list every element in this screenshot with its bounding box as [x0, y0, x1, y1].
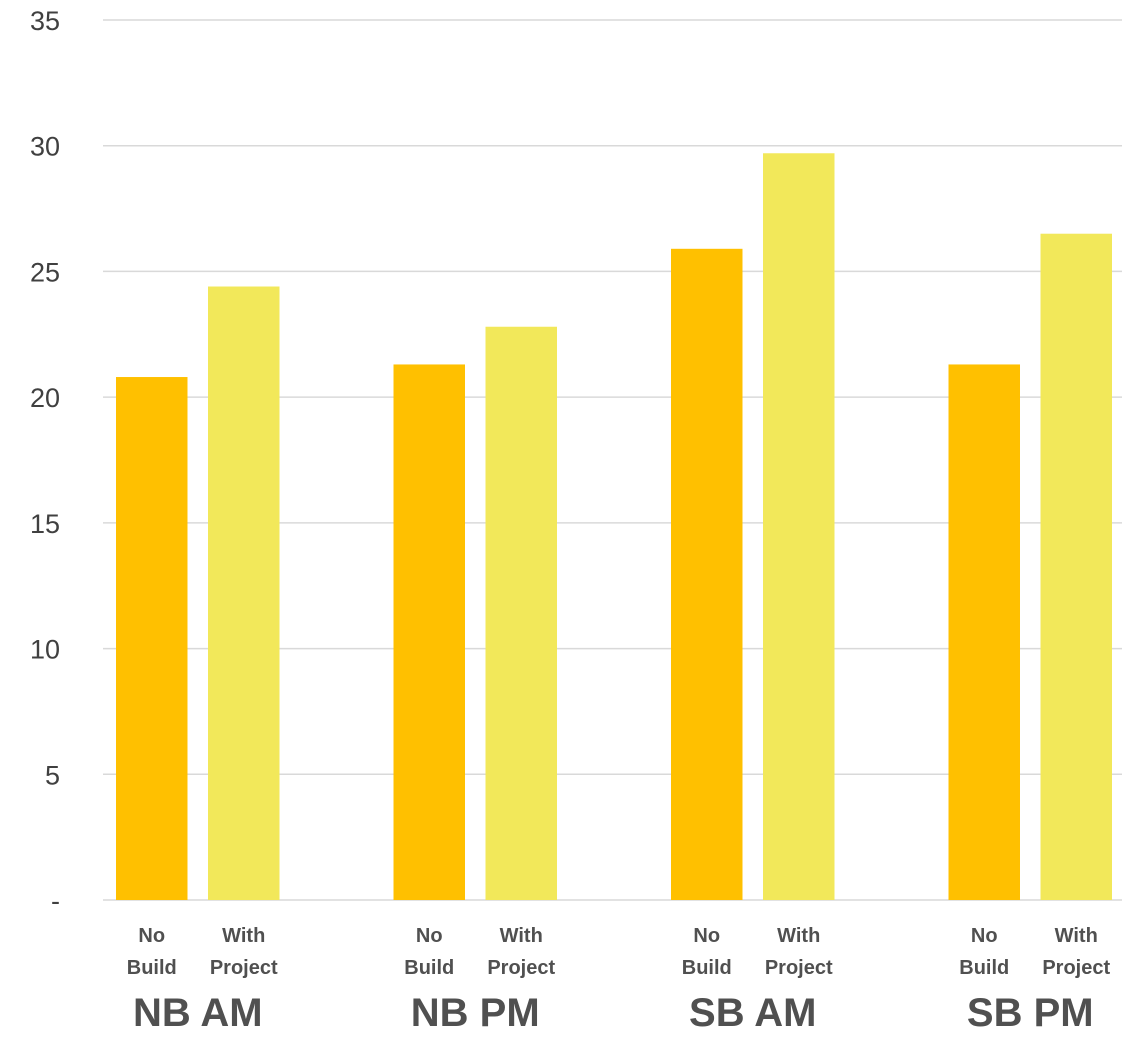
bar: [393, 364, 465, 900]
y-tick-label: 10: [30, 635, 60, 665]
y-axis-tick-labels: - 5 10 15 20 25 30 35: [30, 6, 60, 916]
bar-sublabel: No: [138, 925, 165, 947]
bar: [485, 326, 557, 900]
category-label: SB AM: [689, 991, 816, 1035]
x-axis-labels: No Build With Project NB AM No Build With Projec…: [127, 925, 1111, 1035]
y-tick-label: 30: [30, 132, 60, 162]
y-tick-label: -: [51, 886, 60, 916]
bar-sublabel: Project: [1042, 957, 1110, 979]
bar-sublabel: With: [777, 925, 820, 947]
y-tick-label: 20: [30, 383, 60, 413]
bar-sublabel: Project: [765, 957, 833, 979]
bar: [948, 364, 1020, 900]
category-label: NB PM: [411, 991, 540, 1035]
category-label: SB PM: [967, 991, 1094, 1035]
bar-sublabel: Build: [127, 957, 177, 979]
bar-sublabel: With: [222, 925, 265, 947]
y-tick-label: 15: [30, 509, 60, 539]
bar: [208, 286, 280, 900]
bar: [763, 153, 835, 900]
bar: [1040, 233, 1112, 900]
bar-sublabel: Build: [959, 957, 1009, 979]
bars: [116, 153, 1112, 901]
bar-sublabel: Build: [404, 957, 454, 979]
bar: [116, 377, 188, 900]
bar-sublabel: No: [416, 925, 443, 947]
y-tick-label: 5: [45, 760, 60, 790]
bar-sublabel: No: [971, 925, 998, 947]
bar-sublabel: With: [1055, 925, 1098, 947]
bar-sublabel: Project: [210, 957, 278, 979]
y-tick-label: 25: [30, 257, 60, 287]
bar-sublabel: Build: [682, 957, 732, 979]
category-label: NB AM: [133, 991, 263, 1035]
y-tick-label: 35: [30, 6, 60, 36]
bar: [671, 248, 743, 901]
bar-sublabel: With: [500, 925, 543, 947]
bar-sublabel: No: [693, 925, 720, 947]
bar-sublabel: Project: [487, 957, 555, 979]
